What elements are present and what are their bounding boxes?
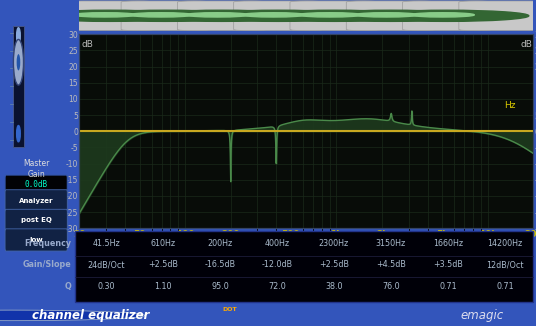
Text: Q: Q xyxy=(64,282,71,291)
Circle shape xyxy=(197,10,360,22)
FancyBboxPatch shape xyxy=(177,1,266,31)
Circle shape xyxy=(129,13,193,17)
Text: 0.71: 0.71 xyxy=(496,282,513,291)
Circle shape xyxy=(253,10,416,22)
FancyBboxPatch shape xyxy=(75,231,533,302)
Text: 0.0dB: 0.0dB xyxy=(25,180,48,189)
Text: Master: Master xyxy=(23,158,49,168)
FancyBboxPatch shape xyxy=(5,175,68,194)
Circle shape xyxy=(17,126,20,142)
Text: 14200Hz: 14200Hz xyxy=(487,239,523,248)
Text: -16.5dB: -16.5dB xyxy=(205,260,236,270)
Text: 38.0: 38.0 xyxy=(325,282,343,291)
Text: Frequency: Frequency xyxy=(24,239,71,248)
Text: 200Hz: 200Hz xyxy=(207,239,233,248)
Text: dB: dB xyxy=(520,40,532,49)
Circle shape xyxy=(185,13,249,17)
Text: 0.71: 0.71 xyxy=(439,282,457,291)
Text: DOT: DOT xyxy=(222,307,237,312)
Circle shape xyxy=(140,10,303,22)
Text: dB: dB xyxy=(81,40,93,49)
Text: channel equalizer: channel equalizer xyxy=(32,309,150,322)
Text: 1660Hz: 1660Hz xyxy=(433,239,463,248)
Text: 3150Hz: 3150Hz xyxy=(376,239,406,248)
Text: +2.5dB: +2.5dB xyxy=(319,260,349,270)
Text: 610Hz: 610Hz xyxy=(151,239,176,248)
Text: Analyzer: Analyzer xyxy=(19,198,54,204)
Circle shape xyxy=(84,10,247,22)
Text: Hz: Hz xyxy=(504,100,515,110)
Text: 95.0: 95.0 xyxy=(211,282,229,291)
Text: 1.10: 1.10 xyxy=(154,282,172,291)
FancyBboxPatch shape xyxy=(5,190,68,212)
Circle shape xyxy=(0,310,145,321)
Circle shape xyxy=(354,13,418,17)
Text: 24dB/Oct: 24dB/Oct xyxy=(87,260,125,270)
Circle shape xyxy=(17,54,20,70)
FancyBboxPatch shape xyxy=(5,229,68,251)
Circle shape xyxy=(242,13,306,17)
Circle shape xyxy=(13,39,24,85)
Text: +4.5dB: +4.5dB xyxy=(376,260,406,270)
Text: +3.5dB: +3.5dB xyxy=(433,260,463,270)
FancyBboxPatch shape xyxy=(403,1,492,31)
Text: +2.5dB: +2.5dB xyxy=(148,260,178,270)
Text: 41.5Hz: 41.5Hz xyxy=(92,239,120,248)
FancyBboxPatch shape xyxy=(290,1,379,31)
Circle shape xyxy=(366,10,529,22)
Circle shape xyxy=(298,13,362,17)
Text: Gain/Slope: Gain/Slope xyxy=(23,260,71,270)
Text: 76.0: 76.0 xyxy=(382,282,400,291)
Circle shape xyxy=(411,13,474,17)
Text: 0.30: 0.30 xyxy=(98,282,115,291)
FancyBboxPatch shape xyxy=(5,209,68,231)
FancyBboxPatch shape xyxy=(121,1,210,31)
FancyBboxPatch shape xyxy=(346,1,435,31)
Text: emagic: emagic xyxy=(460,309,504,322)
Text: post EQ: post EQ xyxy=(21,217,51,223)
FancyBboxPatch shape xyxy=(234,1,323,31)
Text: 12dB/Oct: 12dB/Oct xyxy=(486,260,524,270)
Text: 400Hz: 400Hz xyxy=(264,239,289,248)
FancyBboxPatch shape xyxy=(65,1,154,31)
Circle shape xyxy=(27,10,191,22)
Text: 72.0: 72.0 xyxy=(268,282,286,291)
Circle shape xyxy=(73,13,137,17)
Circle shape xyxy=(17,28,20,44)
Text: -12.0dB: -12.0dB xyxy=(262,260,293,270)
Text: 2300Hz: 2300Hz xyxy=(319,239,349,248)
Circle shape xyxy=(309,10,473,22)
Text: low: low xyxy=(29,237,43,243)
Text: Gain: Gain xyxy=(27,170,45,179)
FancyBboxPatch shape xyxy=(459,1,536,31)
